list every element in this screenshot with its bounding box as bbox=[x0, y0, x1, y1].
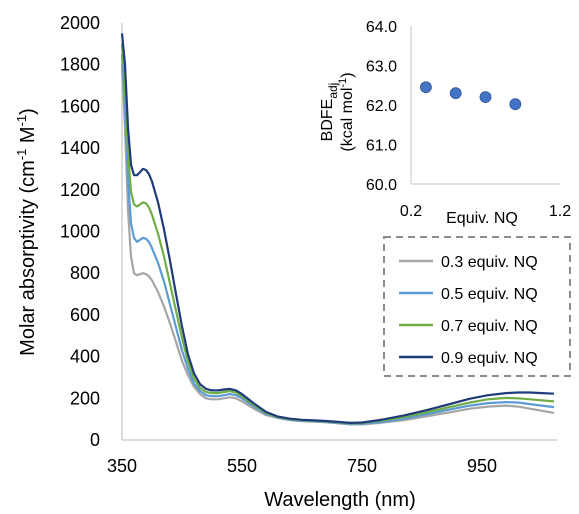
main-y-tick-600: 600 bbox=[70, 305, 100, 325]
main-x-tick-labels: 350 550 750 950 bbox=[107, 456, 497, 476]
main-y-axis-title: Molar absorptivity (cm-1 M-1) bbox=[14, 108, 39, 356]
main-x-tick-550: 550 bbox=[227, 456, 257, 476]
main-y-axis-title-sup1: -1 bbox=[14, 149, 29, 161]
legend-label-1: 0.3 equiv. NQ bbox=[441, 254, 538, 271]
main-x-tick-350: 350 bbox=[107, 456, 137, 476]
inset-x-tick-labels: 0.2 1.2 bbox=[400, 203, 571, 220]
main-y-tick-1600: 1600 bbox=[60, 96, 100, 116]
inset-y-axis-title-line2: (kcal mol-1) bbox=[337, 72, 356, 151]
legend-label-3: 0.7 equiv. NQ bbox=[441, 318, 538, 335]
inset-x-tick-1.2: 1.2 bbox=[549, 203, 571, 220]
inset-y-title-bdfe: BDFE bbox=[319, 99, 336, 142]
inset-y-tick-63.0: 63.0 bbox=[366, 59, 397, 76]
inset-y-tick-60.0: 60.0 bbox=[366, 177, 397, 194]
inset-point-2 bbox=[449, 87, 462, 100]
inset-y-axis-title-line1: BDFEadj bbox=[319, 83, 340, 142]
series-line-3 bbox=[120, 43, 555, 425]
main-y-axis-title-mid: M bbox=[17, 126, 39, 148]
inset-y-title-unit-end: ) bbox=[339, 72, 356, 77]
inset-x-axis-title: Equiv. NQ bbox=[446, 210, 518, 227]
main-y-tick-800: 800 bbox=[70, 263, 100, 283]
inset-y-tick-61.0: 61.0 bbox=[366, 138, 397, 155]
inset-point-3 bbox=[479, 91, 492, 103]
series-line-1 bbox=[120, 64, 555, 426]
series-line-4 bbox=[120, 33, 555, 424]
main-y-axis-title-end: ) bbox=[17, 108, 39, 115]
inset-y-tick-labels: 60.0 61.0 62.0 63.0 64.0 bbox=[366, 19, 397, 194]
main-y-tick-1400: 1400 bbox=[60, 138, 100, 158]
main-y-axis-title-sup2: -1 bbox=[14, 115, 29, 127]
inset-point-4 bbox=[509, 98, 522, 111]
inset-y-title-sub: adj bbox=[326, 83, 340, 99]
main-plot: 0 200 400 600 800 1000 1200 1400 1600 1800 2000 35… bbox=[14, 13, 557, 511]
inset-points bbox=[419, 81, 522, 111]
inset-y-tick-64.0: 64.0 bbox=[366, 19, 397, 36]
main-y-tick-200: 200 bbox=[70, 388, 100, 408]
main-y-axis-title-main: Molar absorptivity (cm bbox=[17, 160, 39, 356]
legend-label-2: 0.5 equiv. NQ bbox=[441, 286, 538, 303]
inset-x-tick-0.2: 0.2 bbox=[400, 203, 422, 220]
inset-plot: 60.0 61.0 62.0 63.0 64.0 0.2 1.2 Equiv. NQ BD… bbox=[319, 19, 571, 227]
series-line-2 bbox=[120, 54, 555, 425]
main-y-tick-1000: 1000 bbox=[60, 222, 100, 242]
inset-y-title-unit: (kcal mol bbox=[339, 88, 356, 152]
main-y-tick-2000: 2000 bbox=[60, 13, 100, 33]
legend-items: 0.3 equiv. NQ 0.5 equiv. NQ 0.7 equiv. NQ 0… bbox=[399, 254, 538, 367]
legend: 0.3 equiv. NQ 0.5 equiv. NQ 0.7 equiv. NQ 0… bbox=[383, 236, 571, 377]
main-x-tick-950: 950 bbox=[467, 456, 497, 476]
main-y-tick-labels: 0 200 400 600 800 1000 1200 1400 1600 1800 2000 bbox=[60, 13, 100, 450]
main-y-tick-400: 400 bbox=[70, 347, 100, 367]
main-y-tick-1800: 1800 bbox=[60, 55, 100, 75]
legend-label-4: 0.9 equiv. NQ bbox=[441, 350, 538, 367]
inset-point-1 bbox=[419, 81, 432, 94]
inset-y-tick-62.0: 62.0 bbox=[366, 98, 397, 115]
main-x-tick-750: 750 bbox=[347, 456, 377, 476]
main-y-tick-1200: 1200 bbox=[60, 180, 100, 200]
main-series-lines bbox=[120, 33, 555, 426]
inset-y-title-unit-sup: -1 bbox=[337, 78, 349, 88]
main-x-axis-title: Wavelength (nm) bbox=[264, 489, 416, 511]
main-y-tick-0: 0 bbox=[90, 430, 100, 450]
